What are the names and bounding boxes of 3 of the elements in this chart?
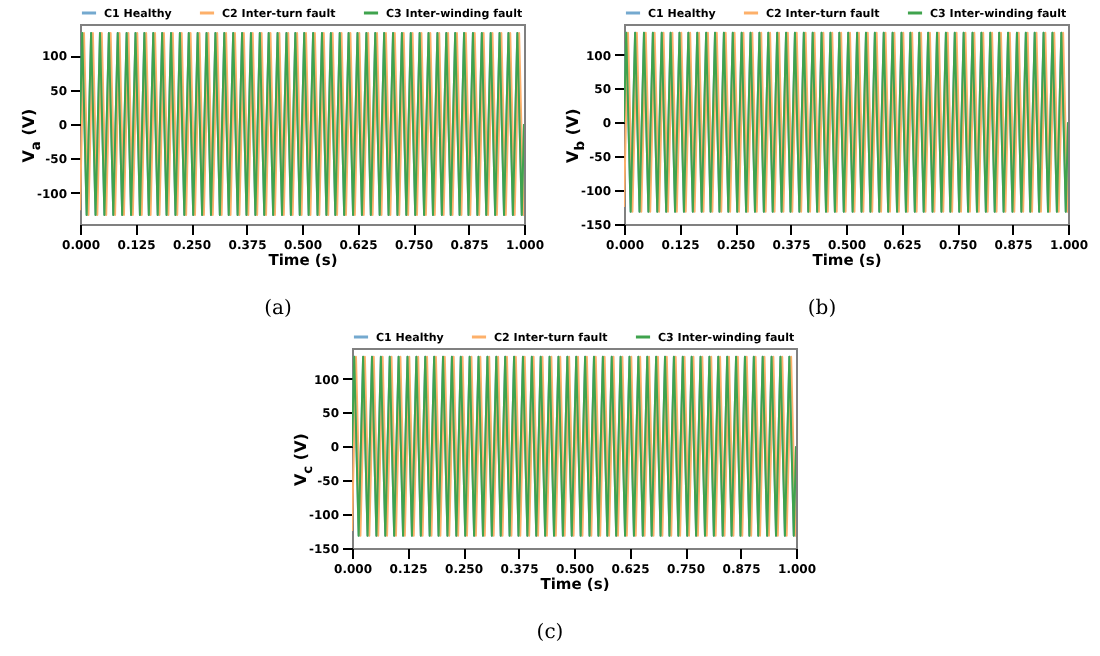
text: (a)	[262, 298, 294, 320]
text: (c)	[534, 622, 566, 644]
text: (b)	[805, 298, 839, 320]
